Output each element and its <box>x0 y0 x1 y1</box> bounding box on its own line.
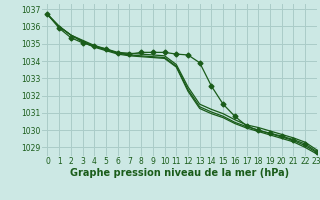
X-axis label: Graphe pression niveau de la mer (hPa): Graphe pression niveau de la mer (hPa) <box>70 168 289 178</box>
